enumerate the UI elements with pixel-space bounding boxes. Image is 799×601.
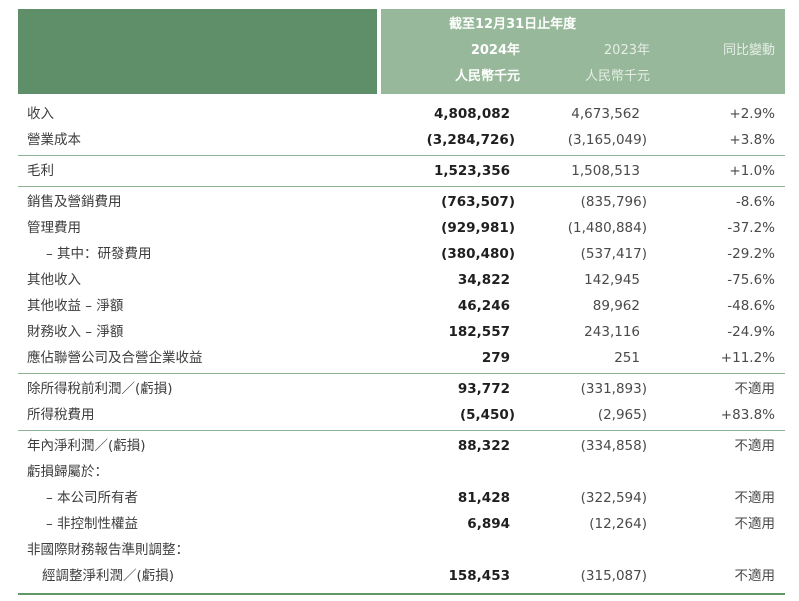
value-2024: (5,450) — [459, 407, 515, 423]
table-bottom-border — [18, 593, 785, 595]
divider — [18, 155, 785, 156]
table-row-other-gains-net: 其他收益 – 淨額 46,246 89,962 -48.6% — [18, 293, 785, 319]
value-change: -8.6% — [735, 194, 775, 210]
row-label: – 其中：研發費用 — [46, 246, 152, 262]
value-2023: 89,962 — [592, 298, 640, 314]
value-change: -29.2% — [727, 246, 775, 262]
table-row-rd-expenses: – 其中：研發費用 (380,480) (537,417) -29.2% — [18, 241, 785, 267]
value-change: 不適用 — [734, 490, 776, 506]
income-statement-table: 收入 4,808,082 4,673,562 +2.9% 營業成本 (3,284… — [18, 101, 785, 595]
row-label: 其他收入 — [27, 272, 81, 288]
row-label: 其他收益 – 淨額 — [27, 298, 124, 314]
row-label: 銷售及營銷費用 — [27, 194, 122, 210]
row-label: 收入 — [27, 106, 54, 122]
value-change: +11.2% — [720, 350, 775, 366]
value-change: -37.2% — [727, 220, 775, 236]
table-row-non-controlling: – 非控制性權益 6,894 (12,264) 不適用 — [18, 511, 785, 537]
table-row-admin-expenses: 管理費用 (929,981) (1,480,884) -37.2% — [18, 215, 785, 241]
value-2024: 46,246 — [457, 298, 510, 314]
value-2024: 93,772 — [457, 381, 510, 397]
row-label: 管理費用 — [27, 220, 81, 236]
table-row-owners: – 本公司所有者 81,428 (322,594) 不適用 — [18, 485, 785, 511]
row-label: 所得稅費用 — [27, 407, 95, 423]
value-change: +83.8% — [720, 407, 775, 423]
row-label: 非國際財務報告準則調整： — [27, 542, 189, 558]
value-2023: (12,264) — [589, 516, 647, 532]
col-2024-unit: 人民幣千元 — [454, 69, 520, 84]
value-change: +2.9% — [729, 106, 775, 122]
value-2023: 4,673,562 — [571, 106, 640, 122]
value-change: 不適用 — [734, 381, 776, 397]
value-change: 不適用 — [734, 438, 776, 454]
row-label: – 非控制性權益 — [46, 516, 139, 532]
table-row-adjusted-net-profit: 經調整淨利潤／(虧損) 158,453 (315,087) 不適用 — [18, 563, 785, 589]
table-row-share-of-associates: 應佔聯營公司及合營企業收益 279 251 +11.2% — [18, 345, 785, 371]
table-row-non-ifrs-adjustments: 非國際財務報告準則調整： — [18, 537, 785, 563]
row-label: 財務收入 – 淨額 — [27, 324, 124, 340]
value-2023: (835,796) — [580, 194, 647, 210]
value-2024: 1,523,356 — [433, 163, 510, 179]
value-2023: 1,508,513 — [571, 163, 640, 179]
row-label: – 本公司所有者 — [46, 490, 139, 506]
value-change: 不適用 — [734, 568, 776, 584]
table-row-profit-before-tax: 除所得稅前利潤／(虧損) 93,772 (331,893) 不適用 — [18, 376, 785, 402]
value-2023: (1,480,884) — [567, 220, 647, 236]
divider — [18, 373, 785, 374]
value-2024: 279 — [481, 350, 510, 366]
table-row-gross-profit: 毛利 1,523,356 1,508,513 +1.0% — [18, 158, 785, 184]
divider — [18, 186, 785, 187]
table-row-income-tax: 所得稅費用 (5,450) (2,965) +83.8% — [18, 402, 785, 428]
value-2024: 81,428 — [457, 490, 510, 506]
row-label: 虧損歸屬於： — [27, 464, 108, 480]
col-2023-year: 2023年 — [603, 43, 650, 58]
value-2024: 182,557 — [448, 324, 511, 340]
divider — [18, 430, 785, 431]
row-label: 營業成本 — [27, 132, 81, 148]
value-2023: (315,087) — [580, 568, 647, 584]
row-label: 經調整淨利潤／(虧損) — [42, 568, 175, 584]
value-2024: (763,507) — [441, 194, 515, 210]
row-label: 除所得稅前利潤／(虧損) — [27, 381, 173, 397]
value-2023: (331,893) — [580, 381, 647, 397]
value-2024: (929,981) — [441, 220, 515, 236]
value-2023: 251 — [614, 350, 640, 366]
value-2024: 4,808,082 — [433, 106, 510, 122]
row-label: 應佔聯營公司及合營企業收益 — [27, 350, 203, 366]
table-row-finance-income-net: 財務收入 – 淨額 182,557 243,116 -24.9% — [18, 319, 785, 345]
value-2023: 142,945 — [584, 272, 640, 288]
table-row-cost-of-sales: 營業成本 (3,284,726) (3,165,049) +3.8% — [18, 127, 785, 153]
table-row-revenue: 收入 4,808,082 4,673,562 +2.9% — [18, 101, 785, 127]
row-label: 毛利 — [27, 163, 54, 179]
value-2024: (380,480) — [441, 246, 515, 262]
value-change: +3.8% — [729, 132, 775, 148]
table-row-selling-expenses: 銷售及營銷費用 (763,507) (835,796) -8.6% — [18, 189, 785, 215]
header-label-panel — [18, 9, 377, 94]
col-change: 同比變動 — [722, 43, 775, 58]
table-row-net-profit: 年內淨利潤／(虧損) 88,322 (334,858) 不適用 — [18, 433, 785, 459]
period-label: 截至12月31日止年度 — [449, 17, 577, 32]
col-2023-unit: 人民幣千元 — [584, 69, 650, 84]
table-row-attributable-to: 虧損歸屬於： — [18, 459, 785, 485]
value-change: +1.0% — [729, 163, 775, 179]
value-2024: 34,822 — [457, 272, 510, 288]
value-change: 不適用 — [734, 516, 776, 532]
value-2024: 158,453 — [448, 568, 511, 584]
value-change: -75.6% — [727, 272, 775, 288]
value-2024: 88,322 — [457, 438, 510, 454]
value-2023: (3,165,049) — [567, 132, 647, 148]
value-2024: 6,894 — [467, 516, 510, 532]
value-change: -24.9% — [727, 324, 775, 340]
value-2023: (537,417) — [580, 246, 647, 262]
value-2023: (322,594) — [580, 490, 647, 506]
col-2024-year: 2024年 — [470, 43, 520, 58]
value-2023: 243,116 — [584, 324, 640, 340]
value-2024: (3,284,726) — [426, 132, 515, 148]
header-columns-panel: 截至12月31日止年度 2024年 人民幣千元 2023年 人民幣千元 同比變動 — [381, 9, 785, 94]
table-row-other-income: 其他收入 34,822 142,945 -75.6% — [18, 267, 785, 293]
value-2023: (2,965) — [597, 407, 647, 423]
value-2023: (334,858) — [580, 438, 647, 454]
value-change: -48.6% — [727, 298, 775, 314]
row-label: 年內淨利潤／(虧損) — [27, 438, 146, 454]
